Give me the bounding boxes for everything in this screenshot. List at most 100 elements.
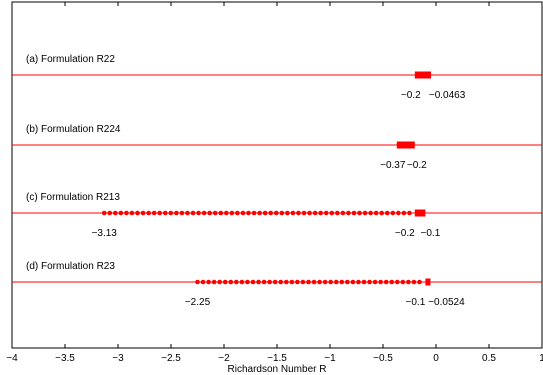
data-point [361, 279, 367, 285]
x-tick-label: −3.5 [55, 353, 75, 364]
data-point [328, 279, 334, 285]
x-tick-label: −1.5 [267, 353, 287, 364]
data-point [306, 279, 311, 285]
bound-label: −0.0524 [428, 297, 465, 308]
data-point [278, 279, 284, 285]
data-point [346, 210, 351, 216]
data-point [200, 279, 206, 285]
data-point [262, 210, 268, 216]
data-point [157, 210, 163, 216]
data-point [129, 210, 135, 216]
bound-label: −3.13 [92, 228, 118, 239]
data-point [196, 210, 201, 216]
data-point [239, 279, 245, 285]
data-point [217, 279, 222, 285]
data-point [383, 279, 389, 285]
data-point [190, 210, 196, 216]
data-point [140, 210, 146, 216]
data-point [317, 279, 322, 285]
data-point [367, 279, 372, 285]
stability-band [414, 71, 432, 79]
data-point [339, 279, 345, 285]
dense-segment [425, 278, 431, 286]
data-point [384, 210, 390, 216]
data-point [368, 210, 373, 216]
data-point [390, 210, 396, 216]
data-point [240, 210, 246, 216]
data-point [268, 210, 274, 216]
x-tick-label: −2.5 [161, 353, 181, 364]
data-point [417, 279, 422, 285]
data-point [162, 210, 168, 216]
data-point [323, 210, 329, 216]
data-point [267, 279, 272, 285]
bound-label: −0.2 [401, 90, 421, 101]
bound-label: −0.0463 [429, 90, 466, 101]
dense-segment [414, 209, 426, 217]
data-point [345, 279, 350, 285]
data-point [124, 210, 129, 216]
x-tick-label: −3 [112, 353, 124, 364]
data-point [212, 210, 218, 216]
data-point [224, 210, 229, 216]
data-point [234, 279, 239, 285]
series-title: (c) Formulation R213 [26, 192, 120, 203]
bound-label: −0.2 [395, 228, 415, 239]
data-point [389, 279, 395, 285]
data-point [256, 279, 261, 285]
bound-label: −2.25 [185, 297, 211, 308]
x-tick-label: −2 [218, 353, 230, 364]
data-point [301, 210, 307, 216]
data-point [229, 210, 235, 216]
data-point [411, 279, 417, 285]
stability-band [396, 141, 415, 149]
data-point [207, 210, 212, 216]
data-point [351, 210, 357, 216]
data-point [362, 210, 368, 216]
data-point [273, 210, 279, 216]
data-point [312, 210, 318, 216]
data-point [373, 210, 379, 216]
data-point [395, 279, 400, 285]
data-point [335, 210, 340, 216]
data-point [290, 210, 296, 216]
data-point [179, 210, 185, 216]
data-point [300, 279, 306, 285]
data-point [101, 210, 107, 216]
data-point [333, 279, 339, 285]
data-point [329, 210, 335, 216]
x-tick-label: 1 [539, 353, 543, 364]
data-point [407, 210, 412, 216]
data-point [296, 210, 301, 216]
data-point [235, 210, 240, 216]
data-point [222, 279, 228, 285]
data-point [261, 279, 267, 285]
data-point [206, 279, 211, 285]
x-tick-label: −0.5 [373, 353, 393, 364]
data-point [228, 279, 234, 285]
bound-label: −0.1 [406, 297, 426, 308]
data-point [246, 210, 251, 216]
data-point [168, 210, 174, 216]
data-point [174, 210, 179, 216]
data-point [279, 210, 285, 216]
x-axis-label: Richardson Number R [228, 364, 327, 375]
data-point [107, 210, 113, 216]
data-point [118, 210, 124, 216]
data-point [201, 210, 207, 216]
data-point [295, 279, 300, 285]
data-point [322, 279, 328, 285]
bound-label: −0.37 [380, 160, 406, 171]
data-point [307, 210, 312, 216]
series-title: (b) Formulation R224 [26, 124, 121, 135]
data-point [400, 279, 406, 285]
data-point [245, 279, 250, 285]
data-point [379, 210, 385, 216]
data-point [211, 279, 217, 285]
series-title: (d) Formulation R23 [26, 261, 115, 272]
data-point [396, 210, 401, 216]
series-title: (a) Formulation R22 [26, 54, 115, 65]
data-point [251, 210, 257, 216]
data-point [285, 210, 290, 216]
